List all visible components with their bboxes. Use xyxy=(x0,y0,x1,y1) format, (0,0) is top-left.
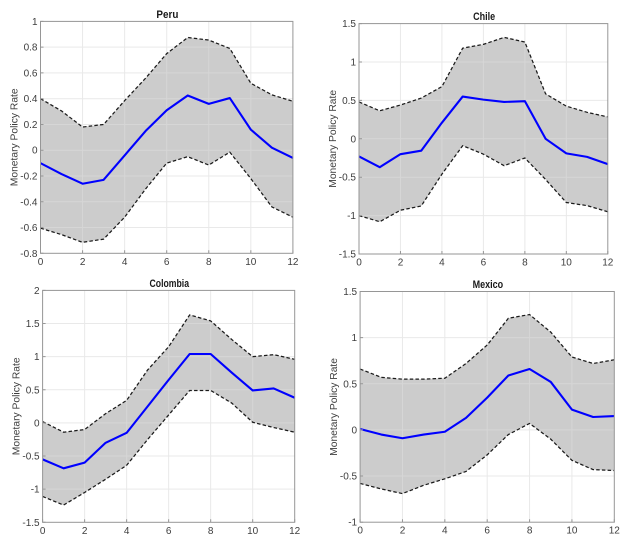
svg-text:-1.5: -1.5 xyxy=(22,518,40,529)
svg-text:8: 8 xyxy=(206,257,212,268)
svg-text:Monetary Policy Rate: Monetary Policy Rate xyxy=(10,88,21,186)
svg-text:0.5: 0.5 xyxy=(342,96,356,107)
svg-text:Mexico: Mexico xyxy=(473,279,504,291)
svg-text:10: 10 xyxy=(247,526,259,537)
svg-text:2: 2 xyxy=(34,286,40,297)
svg-text:-0.6: -0.6 xyxy=(20,223,38,234)
svg-text:0: 0 xyxy=(32,146,38,157)
svg-text:0.5: 0.5 xyxy=(343,379,357,390)
svg-text:8: 8 xyxy=(522,258,528,269)
svg-text:1.5: 1.5 xyxy=(342,19,356,30)
svg-text:0: 0 xyxy=(352,425,358,436)
svg-text:12: 12 xyxy=(289,526,301,537)
svg-text:4: 4 xyxy=(439,258,445,269)
svg-text:2: 2 xyxy=(82,526,88,537)
svg-text:10: 10 xyxy=(561,258,573,269)
svg-text:0: 0 xyxy=(40,526,46,537)
svg-text:Colombia: Colombia xyxy=(150,278,190,290)
svg-text:-1: -1 xyxy=(347,211,356,222)
svg-text:Monetary Policy Rate: Monetary Policy Rate xyxy=(12,357,23,455)
svg-text:0: 0 xyxy=(356,258,362,269)
svg-text:-0.8: -0.8 xyxy=(20,249,38,260)
svg-text:0.5: 0.5 xyxy=(26,385,40,396)
svg-text:-0.5: -0.5 xyxy=(340,472,358,483)
svg-text:0: 0 xyxy=(350,134,356,145)
svg-text:4: 4 xyxy=(122,257,128,268)
svg-text:6: 6 xyxy=(164,257,170,268)
svg-text:12: 12 xyxy=(609,526,621,537)
svg-text:1.5: 1.5 xyxy=(26,319,40,330)
svg-text:1: 1 xyxy=(34,352,40,363)
svg-text:0: 0 xyxy=(357,526,363,537)
svg-text:2: 2 xyxy=(80,257,86,268)
svg-text:8: 8 xyxy=(208,526,214,537)
svg-text:0.4: 0.4 xyxy=(24,94,38,105)
svg-text:2: 2 xyxy=(400,526,406,537)
svg-text:10: 10 xyxy=(566,526,578,537)
svg-text:0.6: 0.6 xyxy=(24,68,38,79)
svg-text:1: 1 xyxy=(350,58,356,69)
svg-text:1: 1 xyxy=(352,333,358,344)
svg-text:0.8: 0.8 xyxy=(24,43,38,54)
svg-text:10: 10 xyxy=(245,257,257,268)
svg-text:8: 8 xyxy=(527,526,533,537)
svg-text:-1: -1 xyxy=(31,485,40,496)
svg-text:6: 6 xyxy=(166,526,172,537)
svg-text:-0.5: -0.5 xyxy=(339,173,357,184)
svg-text:0: 0 xyxy=(34,418,40,429)
svg-text:Peru: Peru xyxy=(156,9,178,21)
svg-text:-1: -1 xyxy=(348,518,357,529)
svg-text:4: 4 xyxy=(124,526,130,537)
svg-text:-1.5: -1.5 xyxy=(339,250,357,261)
svg-text:12: 12 xyxy=(602,258,614,269)
svg-text:-0.2: -0.2 xyxy=(20,172,38,183)
svg-text:Monetary Policy Rate: Monetary Policy Rate xyxy=(328,90,339,188)
svg-text:-0.4: -0.4 xyxy=(20,197,38,208)
svg-text:Monetary Policy Rate: Monetary Policy Rate xyxy=(329,358,340,456)
svg-text:4: 4 xyxy=(442,526,448,537)
svg-text:6: 6 xyxy=(481,258,487,269)
svg-text:6: 6 xyxy=(484,526,490,537)
svg-text:-0.5: -0.5 xyxy=(22,452,40,463)
svg-text:1: 1 xyxy=(32,17,38,28)
svg-text:2: 2 xyxy=(398,258,404,269)
svg-text:0: 0 xyxy=(38,257,44,268)
svg-text:0.2: 0.2 xyxy=(24,120,38,131)
svg-text:1.5: 1.5 xyxy=(343,287,357,298)
svg-text:Chile: Chile xyxy=(473,11,495,23)
svg-text:12: 12 xyxy=(287,257,299,268)
